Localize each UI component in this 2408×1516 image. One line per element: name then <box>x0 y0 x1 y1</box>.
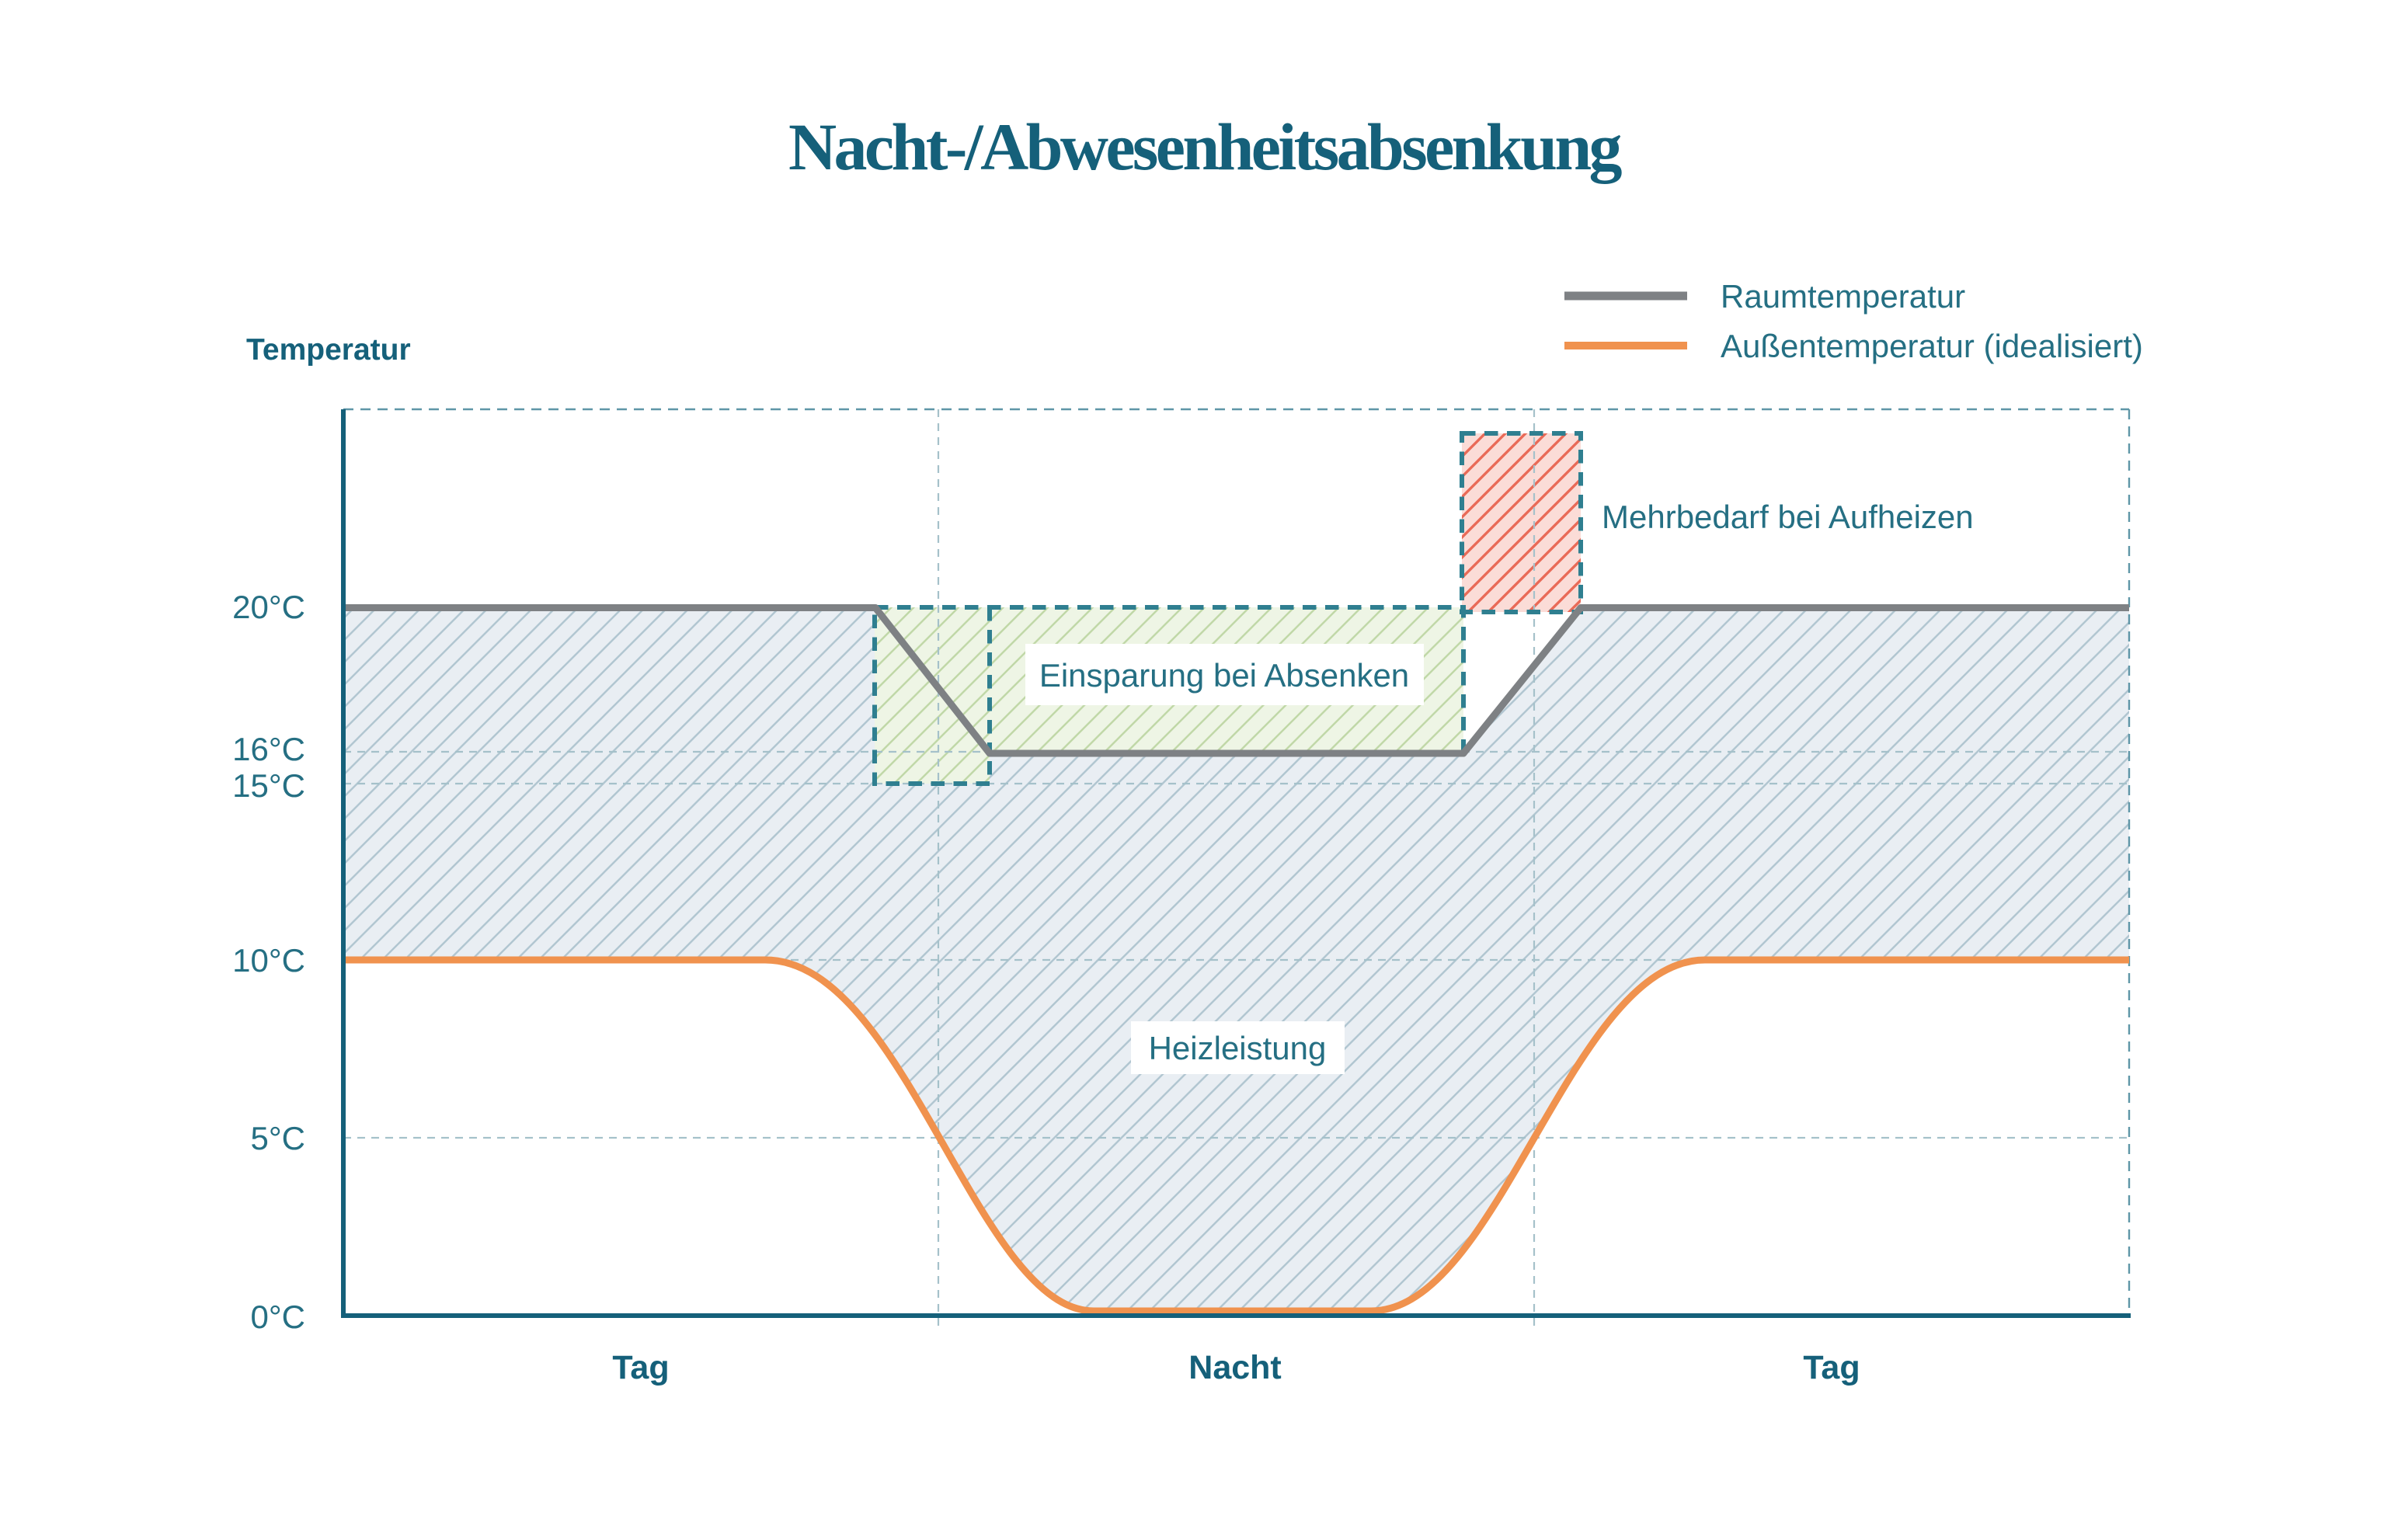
svg-text:20°C: 20°C <box>232 589 305 625</box>
svg-text:Temperatur: Temperatur <box>246 333 411 367</box>
svg-text:Außentemperatur (idealisiert): Außentemperatur (idealisiert) <box>1721 328 2143 364</box>
svg-text:Tag: Tag <box>612 1349 669 1386</box>
svg-text:0°C: 0°C <box>251 1299 306 1335</box>
svg-text:Nacht: Nacht <box>1188 1349 1281 1386</box>
svg-text:Raumtemperatur: Raumtemperatur <box>1721 278 1965 315</box>
svg-text:5°C: 5°C <box>251 1120 306 1156</box>
svg-text:Tag: Tag <box>1803 1349 1860 1386</box>
svg-text:Heizleistung: Heizleistung <box>1149 1030 1327 1066</box>
svg-text:16°C: 16°C <box>232 731 305 767</box>
svg-text:Nacht-/Abwesenheitsabsenkung: Nacht-/Abwesenheitsabsenkung <box>788 110 1623 184</box>
svg-text:15°C: 15°C <box>232 767 305 804</box>
svg-text:Einsparung bei Absenken: Einsparung bei Absenken <box>1039 657 1409 694</box>
svg-text:10°C: 10°C <box>232 942 305 979</box>
svg-text:Mehrbedarf bei Aufheizen: Mehrbedarf bei Aufheizen <box>1602 499 1974 535</box>
